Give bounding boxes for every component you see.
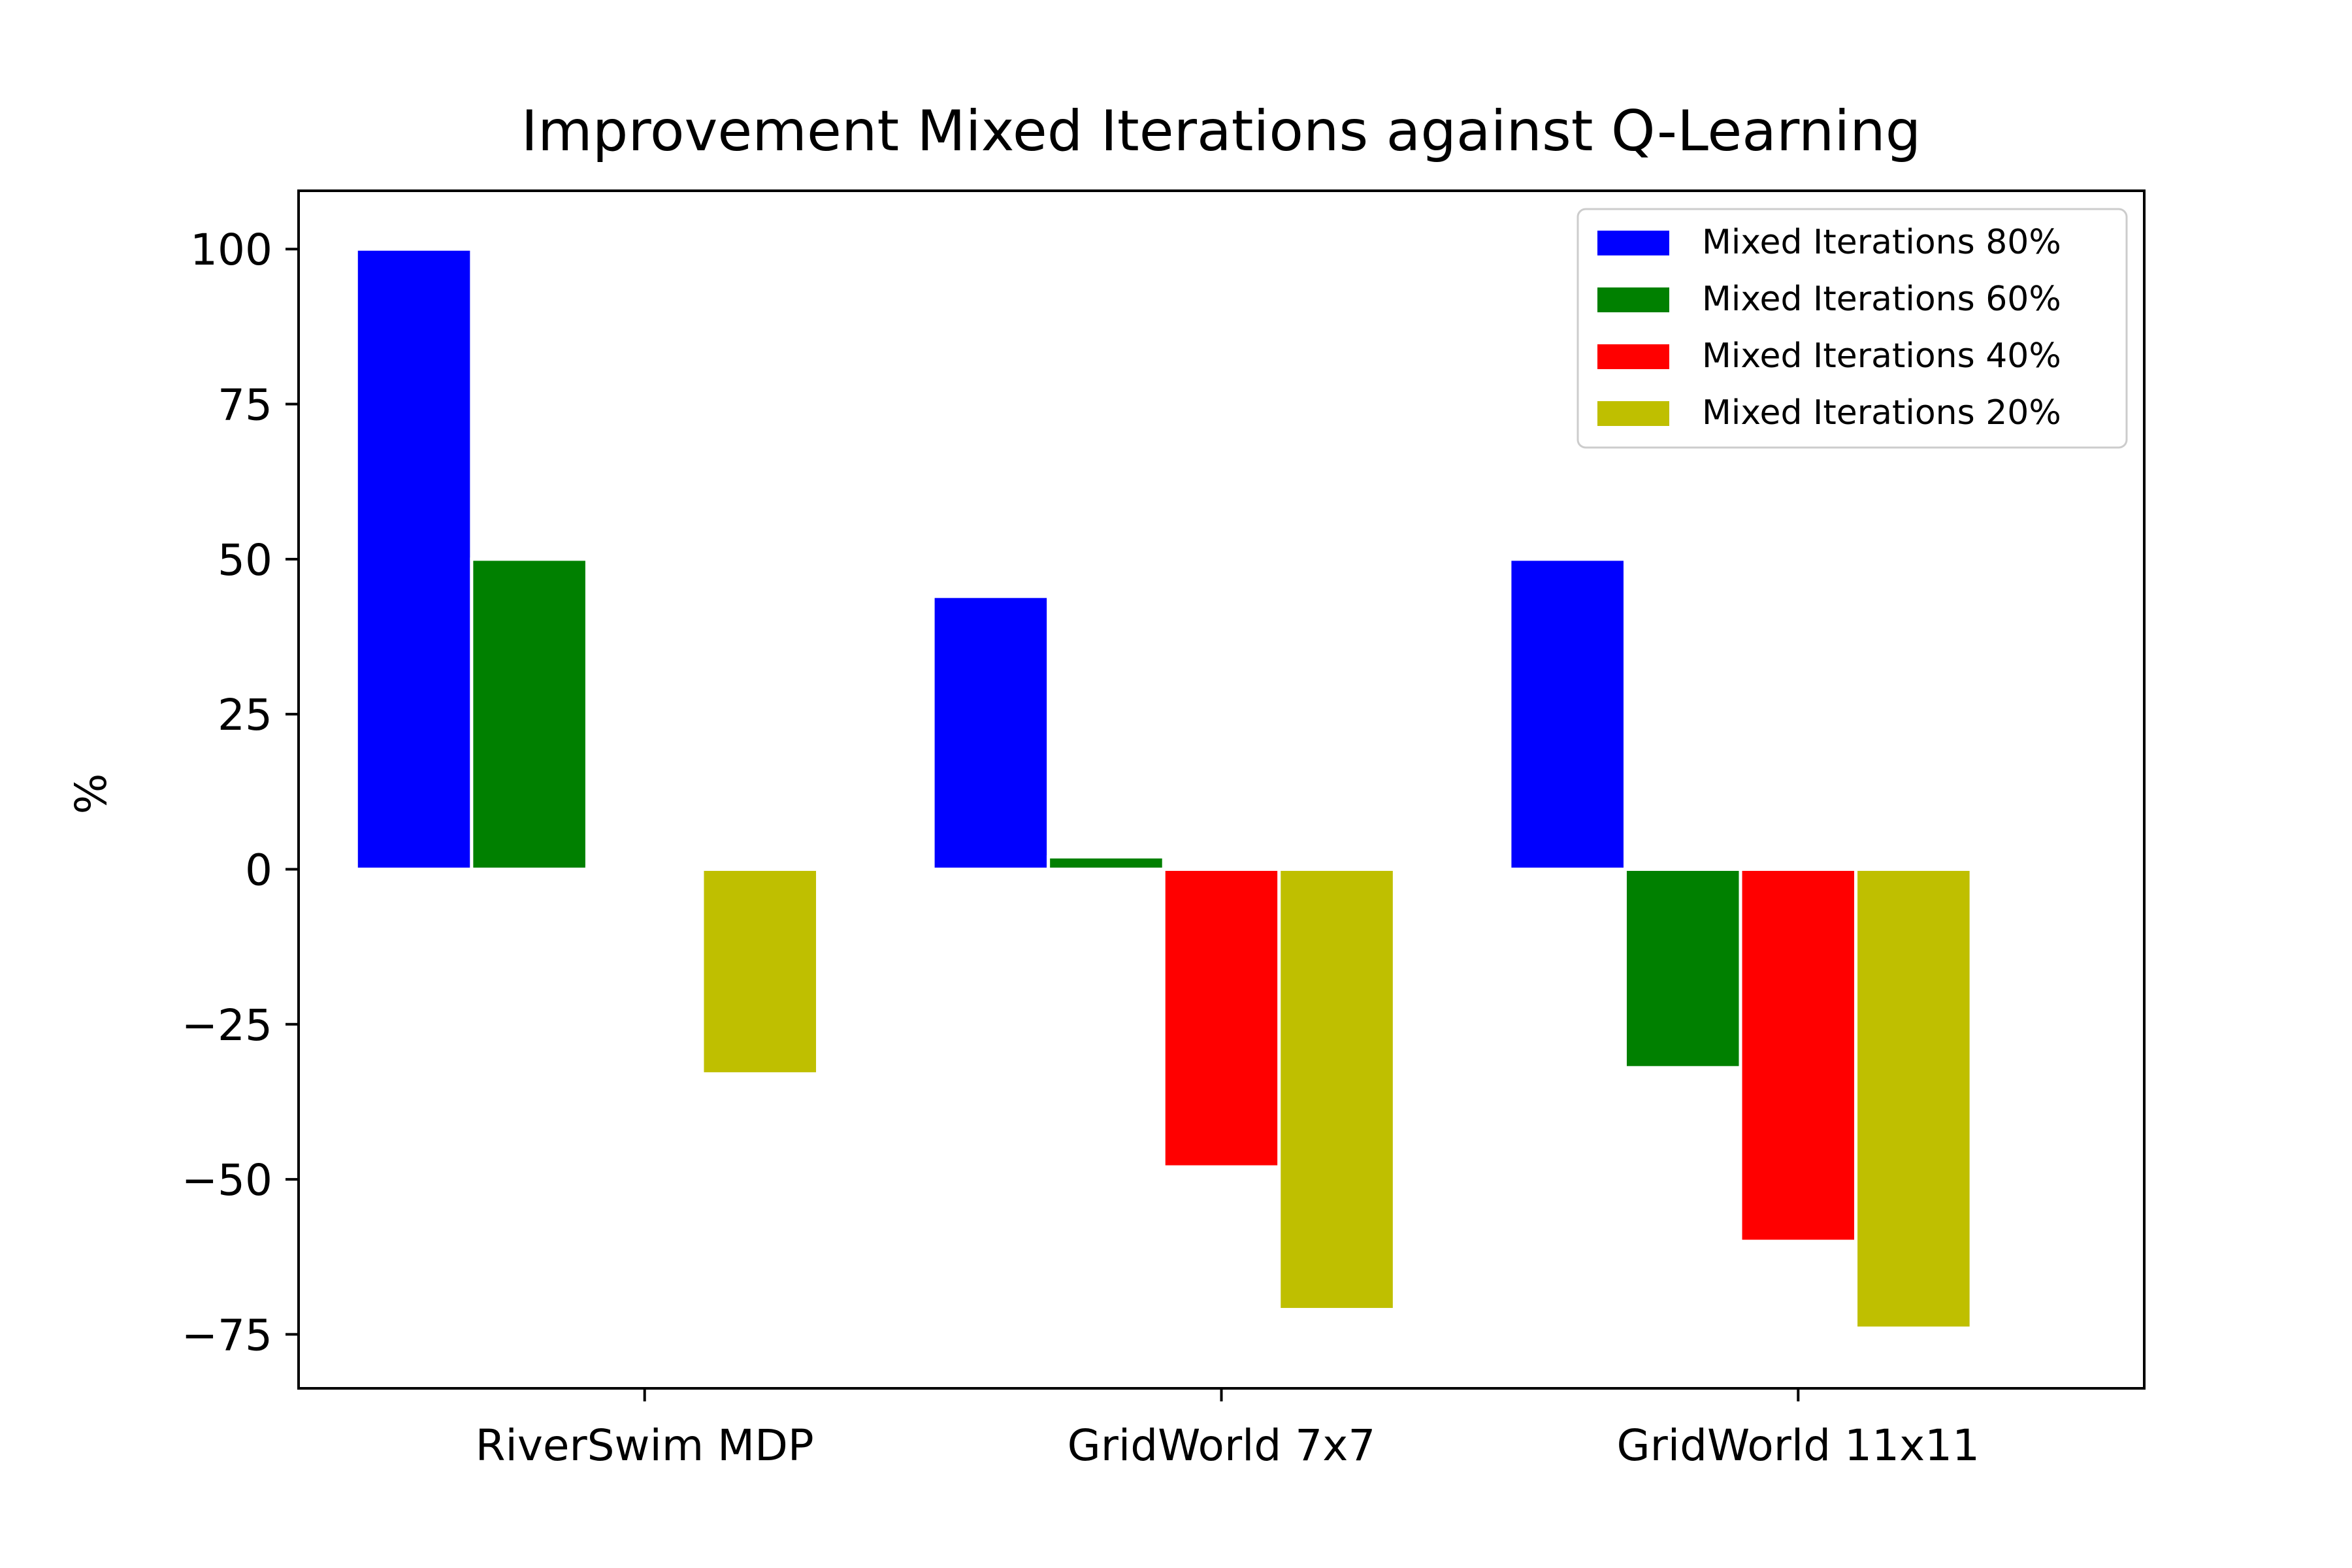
bar-1-2 (931, 595, 1051, 871)
y-axis-label: % (66, 774, 116, 815)
legend: Mixed Iterations 80% Mixed Iterations 60… (1576, 208, 2128, 449)
legend-label-2: Mixed Iterations 60% (1702, 280, 2061, 319)
bar-3-2 (1162, 867, 1281, 1169)
legend-label-3: Mixed Iterations 40% (1702, 336, 2061, 376)
x-tick-label: RiverSwim MDP (476, 1420, 814, 1471)
bar-1-1 (354, 247, 474, 871)
bar-3-3 (1739, 867, 1858, 1243)
y-tick-label: 50 (218, 535, 272, 585)
chart-title: Improvement Mixed Iterations against Q-L… (521, 99, 1921, 164)
bars-layer (354, 247, 1973, 1330)
y-tick-label: 25 (218, 690, 272, 740)
bar-2-1 (470, 557, 589, 871)
x-tick-label: GridWorld 11x11 (1616, 1420, 1980, 1471)
bar-4-3 (1854, 867, 1973, 1330)
y-tick-label: 75 (218, 380, 272, 431)
bar-2-3 (1623, 867, 1742, 1070)
y-tick-label: 0 (245, 845, 272, 895)
legend-frame (1576, 208, 2128, 449)
legend-label-4: Mixed Iterations 20% (1702, 393, 2061, 433)
legend-label-1: Mixed Iterations 80% (1702, 223, 2061, 262)
bar-4-2 (1277, 867, 1396, 1311)
legend-swatch-2 (1597, 287, 1669, 312)
x-axis: RiverSwim MDP GridWorld 7x7 GridWorld 11x1… (476, 1388, 1980, 1471)
y-tick-label: 100 (190, 225, 272, 275)
legend-swatch-3 (1597, 344, 1669, 369)
x-tick-label: GridWorld 7x7 (1068, 1420, 1376, 1471)
bar-3-1 (585, 866, 704, 871)
y-axis: 100 75 50 25 0 −25 −50 −75 (182, 225, 299, 1360)
y-tick-label: −25 (182, 1000, 272, 1051)
y-tick-label: −50 (182, 1155, 272, 1205)
legend-swatch-1 (1597, 231, 1669, 255)
y-tick-label: −75 (182, 1310, 272, 1360)
bar-1-3 (1508, 557, 1627, 871)
bar-2-2 (1047, 855, 1166, 871)
bar-4-1 (700, 867, 820, 1076)
legend-swatch-4 (1597, 401, 1669, 426)
